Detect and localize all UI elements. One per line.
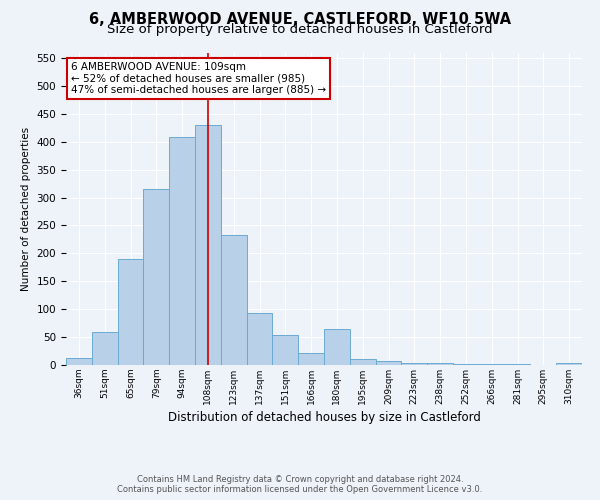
Bar [169,138,195,365]
Bar [401,364,427,365]
Bar [505,364,530,365]
Bar [298,352,324,365]
Bar [247,313,272,365]
Bar [92,332,118,365]
Y-axis label: Number of detached properties: Number of detached properties [21,126,31,291]
Bar [479,364,505,365]
Bar [272,336,298,365]
Bar [324,328,350,365]
Bar [427,363,453,365]
Bar [195,125,221,365]
Bar [453,364,479,365]
Bar [118,259,143,365]
Bar [221,235,247,365]
Bar [556,363,582,365]
Bar [66,358,92,365]
Bar [376,361,401,365]
Text: 6 AMBERWOOD AVENUE: 109sqm
← 52% of detached houses are smaller (985)
47% of sem: 6 AMBERWOOD AVENUE: 109sqm ← 52% of deta… [71,62,326,95]
Text: Size of property relative to detached houses in Castleford: Size of property relative to detached ho… [107,22,493,36]
Bar [143,189,169,365]
Text: 6, AMBERWOOD AVENUE, CASTLEFORD, WF10 5WA: 6, AMBERWOOD AVENUE, CASTLEFORD, WF10 5W… [89,12,511,28]
Text: Contains HM Land Registry data © Crown copyright and database right 2024.
Contai: Contains HM Land Registry data © Crown c… [118,474,482,494]
Bar [350,359,376,365]
X-axis label: Distribution of detached houses by size in Castleford: Distribution of detached houses by size … [167,411,481,424]
